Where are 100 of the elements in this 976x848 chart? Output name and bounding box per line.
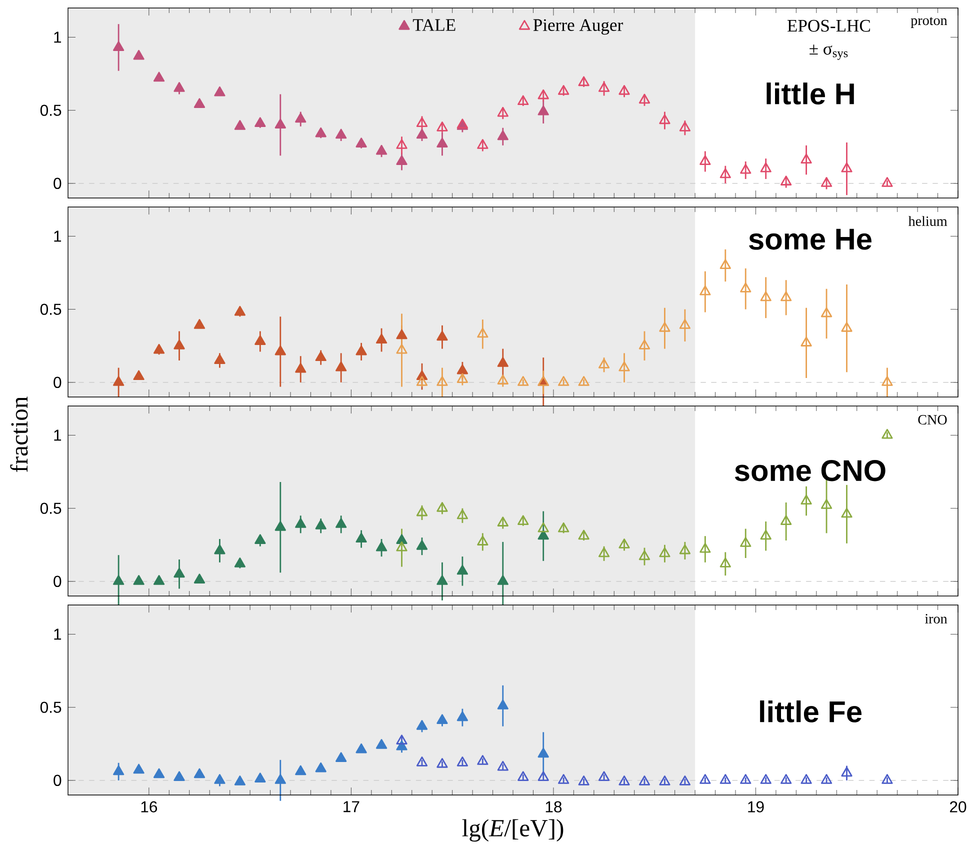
- point: [214, 354, 226, 364]
- point: [416, 720, 428, 730]
- annotation: little Fe: [760, 700, 862, 722]
- x-tick-label: 20: [950, 801, 966, 812]
- point: [497, 357, 508, 367]
- point: [780, 774, 792, 784]
- point: [638, 776, 650, 786]
- annotation: helium: [908, 216, 948, 226]
- point: [700, 542, 711, 553]
- point: [456, 711, 468, 722]
- point: [153, 768, 165, 778]
- point: [518, 515, 529, 525]
- point: [497, 516, 508, 526]
- point: [416, 506, 428, 516]
- point: [112, 575, 124, 585]
- point: [336, 518, 347, 528]
- point: [558, 376, 570, 386]
- point: [295, 362, 306, 373]
- point: [882, 376, 893, 386]
- point: [356, 345, 367, 356]
- y-tick-label: 0.5: [40, 502, 62, 514]
- point: [356, 532, 367, 543]
- point: [760, 162, 772, 172]
- point: [436, 502, 448, 512]
- point: [800, 154, 812, 164]
- point: [274, 774, 286, 784]
- point: [558, 774, 570, 784]
- point: [376, 144, 388, 155]
- point: [153, 575, 165, 585]
- point: [882, 428, 893, 439]
- point: [315, 520, 326, 530]
- point: [618, 776, 630, 786]
- point: [376, 738, 388, 749]
- annotation: iron: [924, 614, 948, 624]
- point: [234, 306, 246, 316]
- point: [497, 106, 508, 117]
- point: [518, 771, 529, 781]
- point: [356, 138, 367, 148]
- point: [618, 84, 630, 95]
- point: [638, 550, 650, 560]
- point: [841, 322, 852, 332]
- point: [497, 700, 508, 710]
- y-tick-label: 0.5: [40, 304, 62, 315]
- point: [477, 755, 488, 765]
- point: [740, 774, 752, 784]
- point: [780, 515, 792, 525]
- x-tick-label: 19: [748, 801, 764, 812]
- point: [598, 358, 610, 368]
- point: [234, 776, 246, 786]
- point: [396, 139, 408, 149]
- point: [638, 94, 650, 104]
- annotation: ± σ$_{sys}$: [810, 44, 848, 60]
- point: [315, 762, 326, 772]
- point: [436, 138, 448, 148]
- point: [153, 344, 165, 354]
- point: [679, 122, 691, 132]
- annotation: little H: [766, 82, 854, 104]
- point: [780, 291, 792, 302]
- point: [700, 155, 711, 165]
- point: [740, 282, 752, 292]
- point: [174, 82, 185, 92]
- point: [174, 771, 185, 781]
- point: [113, 765, 124, 776]
- point: [740, 537, 752, 547]
- point: [436, 376, 448, 386]
- annotation: EPOS-LHC: [787, 20, 870, 32]
- point: [336, 752, 347, 762]
- annotation: proton: [910, 17, 948, 28]
- point: [295, 518, 306, 528]
- point: [598, 82, 610, 92]
- legend-label: TALE: [412, 19, 456, 31]
- point: [720, 558, 731, 568]
- point: [133, 370, 144, 380]
- x-tick-label: 18: [546, 801, 562, 812]
- point: [416, 117, 428, 127]
- point: [578, 76, 590, 86]
- point: [416, 128, 428, 139]
- point: [760, 774, 772, 784]
- point: [315, 351, 326, 362]
- point: [820, 177, 832, 187]
- point: [436, 714, 448, 724]
- point: [598, 547, 610, 558]
- point: [396, 541, 408, 552]
- point: [882, 774, 893, 784]
- point: [518, 95, 529, 106]
- y-tick-label: 1: [54, 430, 62, 441]
- point: [194, 98, 206, 108]
- point: [194, 319, 206, 329]
- point: [558, 84, 570, 95]
- point: [214, 544, 226, 554]
- point: [194, 768, 206, 778]
- point: [700, 285, 711, 296]
- point: [780, 176, 792, 186]
- point: [254, 335, 266, 345]
- point: [800, 336, 812, 346]
- x-axis-title: lg(E/[eV]): [462, 819, 564, 842]
- point: [720, 774, 731, 784]
- point: [760, 291, 772, 302]
- point: [113, 376, 124, 386]
- point: [396, 734, 408, 744]
